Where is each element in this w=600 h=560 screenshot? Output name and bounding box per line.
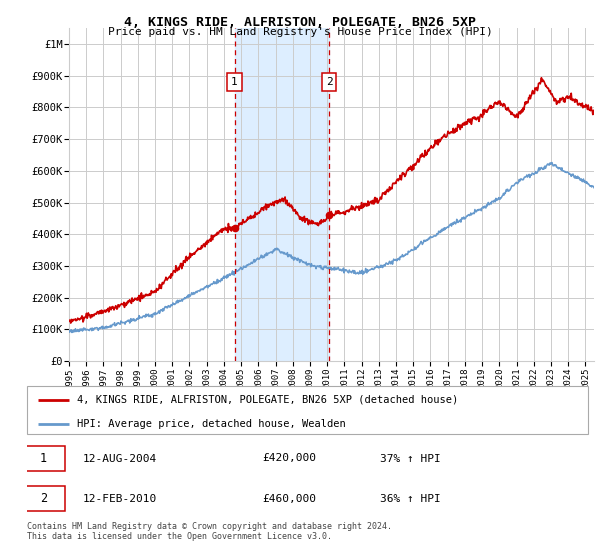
- Text: £460,000: £460,000: [263, 493, 317, 503]
- FancyBboxPatch shape: [22, 446, 65, 472]
- Text: 12-AUG-2004: 12-AUG-2004: [83, 454, 157, 464]
- Text: HPI: Average price, detached house, Wealden: HPI: Average price, detached house, Weal…: [77, 418, 346, 428]
- Text: 2: 2: [40, 492, 47, 505]
- Text: 37% ↑ HPI: 37% ↑ HPI: [380, 454, 441, 464]
- Text: Price paid vs. HM Land Registry's House Price Index (HPI): Price paid vs. HM Land Registry's House …: [107, 27, 493, 37]
- Text: 12-FEB-2010: 12-FEB-2010: [83, 493, 157, 503]
- Text: 2: 2: [326, 77, 332, 87]
- Text: 4, KINGS RIDE, ALFRISTON, POLEGATE, BN26 5XP: 4, KINGS RIDE, ALFRISTON, POLEGATE, BN26…: [124, 16, 476, 29]
- Text: Contains HM Land Registry data © Crown copyright and database right 2024.
This d: Contains HM Land Registry data © Crown c…: [27, 522, 392, 542]
- Bar: [235, 28, 329, 361]
- Text: 1: 1: [231, 77, 238, 87]
- Text: 4, KINGS RIDE, ALFRISTON, POLEGATE, BN26 5XP (detached house): 4, KINGS RIDE, ALFRISTON, POLEGATE, BN26…: [77, 395, 459, 405]
- Text: 1: 1: [40, 452, 47, 465]
- Text: £420,000: £420,000: [263, 454, 317, 464]
- FancyBboxPatch shape: [22, 486, 65, 511]
- Text: 36% ↑ HPI: 36% ↑ HPI: [380, 493, 441, 503]
- FancyBboxPatch shape: [27, 386, 588, 434]
